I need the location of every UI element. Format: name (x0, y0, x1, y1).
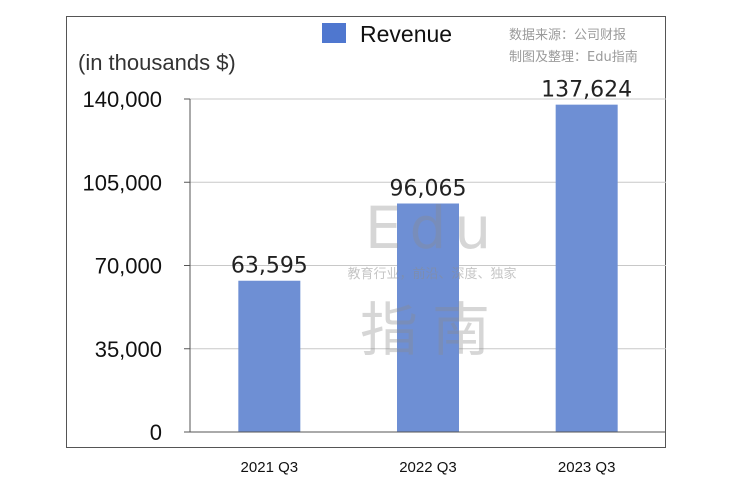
label-layer: 63,595 2021 Q3 96,065 2022 Q3 137,624 2023 Q3 (231, 78, 632, 476)
data-label: 137,624 (541, 78, 632, 103)
source-note-line1: 数据来源：公司财报 (509, 28, 626, 43)
bar-revenue (555, 104, 618, 432)
y-tick-label: 140,000 (82, 87, 162, 112)
watermark: Edu 教育行业，前沿、深度、独家 指南 (347, 194, 516, 364)
x-category-label: 2022 Q3 (399, 459, 457, 476)
axis-layer: 0 35,000 70,000 105,000 140,000 (82, 87, 666, 445)
y-axis-unit-label: (in thousands $) (78, 50, 236, 75)
watermark-slogan-text: 教育行业，前沿、深度、独家 (347, 266, 516, 282)
y-tick-label: 0 (150, 420, 162, 445)
legend: Revenue (322, 21, 452, 47)
bar-revenue (397, 203, 459, 432)
data-label: 96,065 (390, 177, 467, 202)
legend-swatch-revenue (322, 23, 346, 43)
legend-label-revenue: Revenue (360, 21, 452, 47)
y-tick-label: 70,000 (95, 254, 162, 279)
watermark-zhinan-text: 指南 (360, 296, 504, 364)
y-tick-label: 35,000 (95, 337, 162, 362)
watermark-edu-text: Edu (365, 194, 499, 262)
y-tick-label: 105,000 (82, 170, 162, 195)
x-category-label: 2023 Q3 (558, 459, 616, 476)
source-note-line2: 制图及整理：Edu指南 (509, 49, 638, 65)
data-label: 63,595 (231, 254, 308, 279)
bar-layer (238, 104, 618, 432)
bar-revenue (238, 280, 301, 432)
x-category-label: 2021 Q3 (241, 459, 299, 476)
